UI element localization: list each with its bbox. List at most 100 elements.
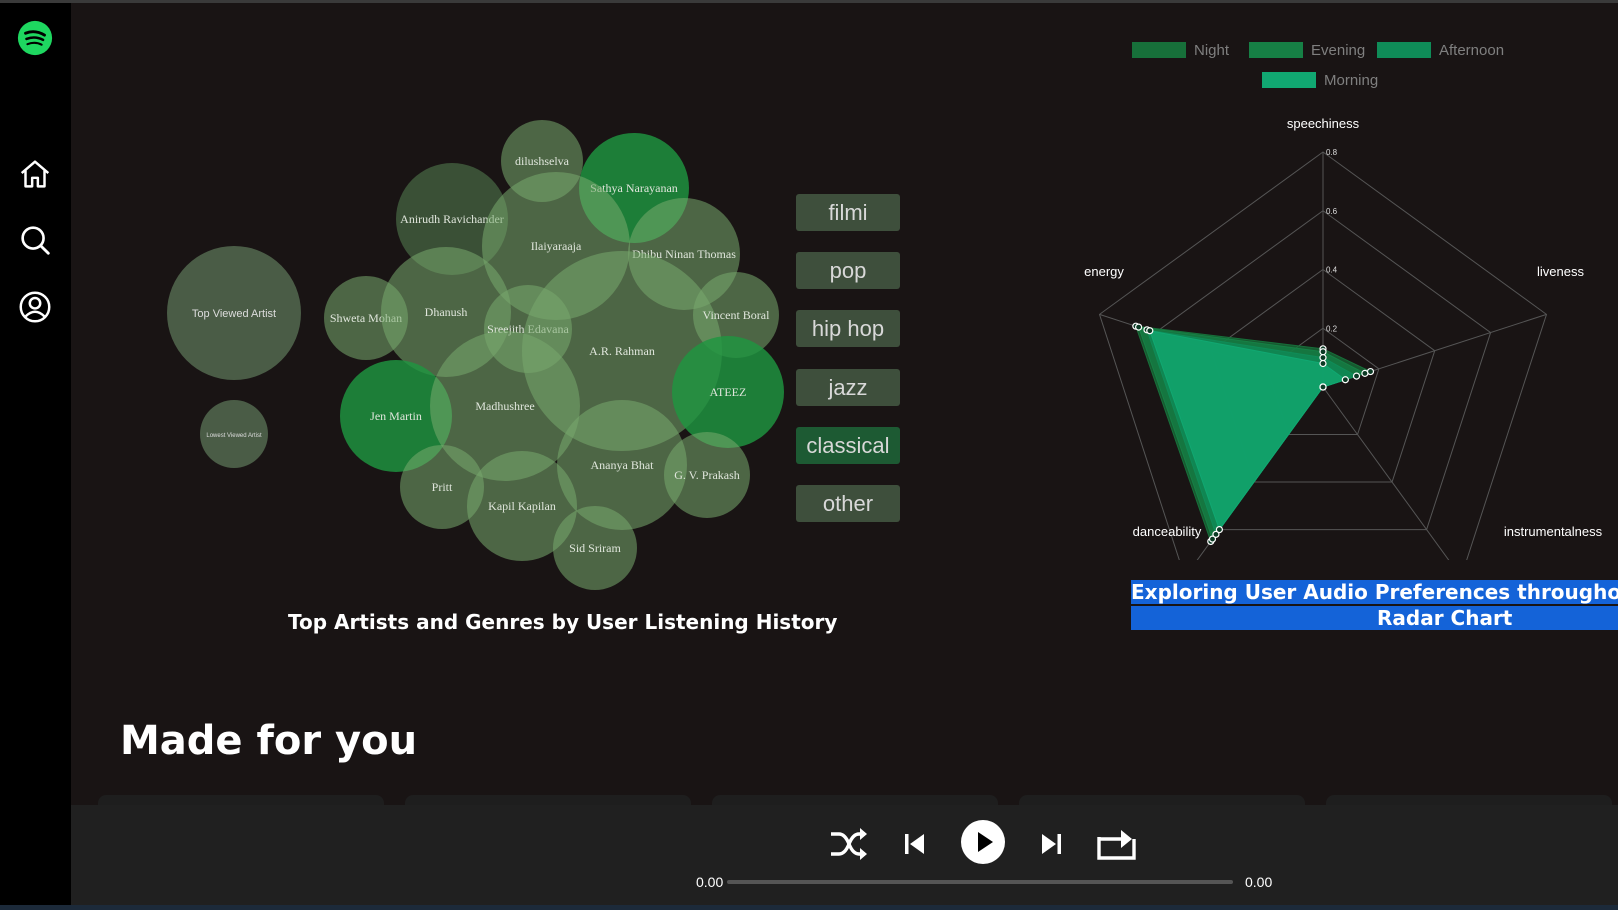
artist-bubble-circle[interactable]: [467, 451, 577, 561]
artist-bubble-label: Jen Martin: [370, 409, 422, 423]
home-icon[interactable]: [16, 155, 54, 193]
artist-bubble-circle[interactable]: [430, 331, 580, 481]
artist-bubble-label: Dhanush: [425, 305, 468, 319]
radar-legend: Night Evening Afternoon Morning: [1132, 42, 1504, 89]
repeat-icon[interactable]: [1096, 827, 1138, 861]
artist-bubble[interactable]: Ananya Bhat: [557, 400, 687, 530]
radar-legend-label: Morning: [1324, 72, 1378, 89]
radar-point[interactable]: [1319, 354, 1327, 362]
spotify-logo-icon[interactable]: [16, 19, 54, 57]
artist-bubble-circle[interactable]: [557, 400, 687, 530]
artist-bubble-label: A.R. Rahman: [589, 344, 655, 358]
radar-legend-swatch: [1377, 42, 1431, 58]
genre-button[interactable]: filmi: [796, 194, 900, 231]
radar-axis-label: energy: [1084, 264, 1124, 279]
radar-point[interactable]: [1146, 327, 1154, 335]
artist-bubble[interactable]: G. V. Prakash: [664, 432, 750, 518]
radar-tick-label: 0.8: [1326, 148, 1338, 157]
legend-top-artist: Top Viewed Artist: [167, 246, 301, 380]
profile-icon[interactable]: [16, 288, 54, 326]
radar-legend-item[interactable]: Afternoon: [1377, 42, 1504, 59]
artist-bubble-circle[interactable]: [400, 445, 484, 529]
artist-bubble[interactable]: Jen Martin: [340, 360, 452, 472]
artist-bubble-circle[interactable]: [664, 432, 750, 518]
radar-chart-title: Exploring User Audio Preferences through…: [1131, 580, 1618, 630]
artist-bubble[interactable]: Pritt: [400, 445, 484, 529]
artist-bubble[interactable]: Madhushree: [430, 331, 580, 481]
artist-bubble-label: Sathya Narayanan: [590, 181, 678, 195]
player-bar: [71, 805, 1618, 905]
radar-point[interactable]: [1212, 530, 1220, 538]
radar-legend-item[interactable]: Night: [1132, 42, 1230, 59]
legend-lowest-label: Lowest Viewed Artist: [206, 433, 262, 439]
total-time: 0.00: [1245, 874, 1273, 890]
radar-tick-label: 0.2: [1326, 324, 1338, 333]
previous-track-icon[interactable]: [903, 832, 927, 856]
radar-point[interactable]: [1208, 535, 1217, 543]
window-bottom-border: [0, 905, 1618, 910]
artist-bubble-circle[interactable]: [396, 163, 508, 275]
artist-bubble-circle[interactable]: [553, 506, 637, 590]
radar-series: [1132, 322, 1375, 546]
radar-legend-swatch: [1249, 42, 1303, 58]
radar-legend-swatch: [1262, 72, 1316, 88]
radar-grid-ring: [1154, 210, 1492, 531]
radar-axis-labels: speechiness liveness instrumentalness dance…: [1084, 116, 1603, 539]
artist-bubble[interactable]: Kapil Kapilan: [467, 451, 577, 561]
radar-grid-ring: [1098, 151, 1548, 560]
artist-bubble-chart: Top Viewed Artist Lowest Viewed Artist d…: [167, 120, 784, 590]
radar-point[interactable]: [1319, 359, 1327, 368]
section-title: Made for you: [120, 718, 418, 764]
radar-legend-label: Afternoon: [1439, 42, 1504, 59]
legend-top-label: Top Viewed Artist: [192, 308, 276, 320]
radar-series-area[interactable]: [1149, 330, 1347, 531]
radar-legend-swatch: [1132, 42, 1186, 58]
artist-bubble[interactable]: ATEEZ: [672, 336, 784, 448]
genre-button[interactable]: classical: [796, 427, 900, 464]
artist-bubble-label: Anirudh Ravichander: [400, 212, 504, 226]
genre-button[interactable]: hip hop: [796, 310, 900, 347]
radar-point[interactable]: [1135, 323, 1143, 331]
artist-bubble[interactable]: Vincent Boral: [693, 272, 779, 358]
artist-bubble[interactable]: Anirudh Ravichander: [396, 163, 508, 275]
artist-bubble-label: Ilaiyaraaja: [531, 239, 582, 253]
radar-axis-label: danceability: [1133, 524, 1202, 539]
search-icon[interactable]: [16, 221, 54, 259]
current-time: 0.00: [696, 874, 724, 890]
radar-point[interactable]: [1341, 376, 1349, 384]
radar-point[interactable]: [1215, 525, 1224, 534]
radar-axis-label: liveness: [1537, 264, 1584, 279]
radar-spoke: [1322, 386, 1450, 560]
next-track-icon[interactable]: [1039, 832, 1063, 856]
window-top-border: [0, 0, 1618, 3]
artist-bubble-circle[interactable]: [340, 360, 452, 472]
radar-grid: 0.2 0.4 0.6 0.8: [1098, 148, 1548, 560]
shuffle-icon[interactable]: [828, 826, 870, 862]
play-button[interactable]: [960, 819, 1006, 865]
radar-legend-item[interactable]: Evening: [1249, 42, 1365, 59]
radar-point[interactable]: [1319, 383, 1327, 391]
radar-axis-label: instrumentalness: [1504, 524, 1603, 539]
radar-point[interactable]: [1361, 369, 1369, 377]
artist-bubble[interactable]: Sid Sriram: [553, 506, 637, 590]
bubble-chart-title: Top Artists and Genres by User Listening…: [288, 610, 838, 634]
radar-tick-label: 0.4: [1326, 266, 1338, 275]
genre-button[interactable]: jazz: [796, 369, 900, 406]
playback-progress-bar[interactable]: [727, 880, 1233, 884]
radar-tick-label: 0.6: [1326, 207, 1338, 216]
artist-bubbles: dilushselva Sathya Narayanan Anirudh Ravic…: [324, 120, 784, 590]
genre-button[interactable]: pop: [796, 252, 900, 289]
radar-point[interactable]: [1319, 348, 1327, 356]
radar-legend-item[interactable]: Morning: [1262, 72, 1378, 89]
radar-legend-label: Night: [1194, 42, 1230, 59]
artist-bubble-circle[interactable]: [693, 272, 779, 358]
artist-bubble-circle[interactable]: [672, 336, 784, 448]
artist-bubble-label: Sid Sriram: [569, 541, 621, 555]
legend-lowest-artist: Lowest Viewed Artist: [200, 400, 268, 468]
artist-bubble-label: ATEEZ: [710, 385, 747, 399]
sidebar: [0, 3, 71, 910]
genre-button[interactable]: other: [796, 485, 900, 522]
radar-point[interactable]: [1352, 372, 1361, 380]
artist-bubble-label: dilushselva: [515, 154, 570, 168]
